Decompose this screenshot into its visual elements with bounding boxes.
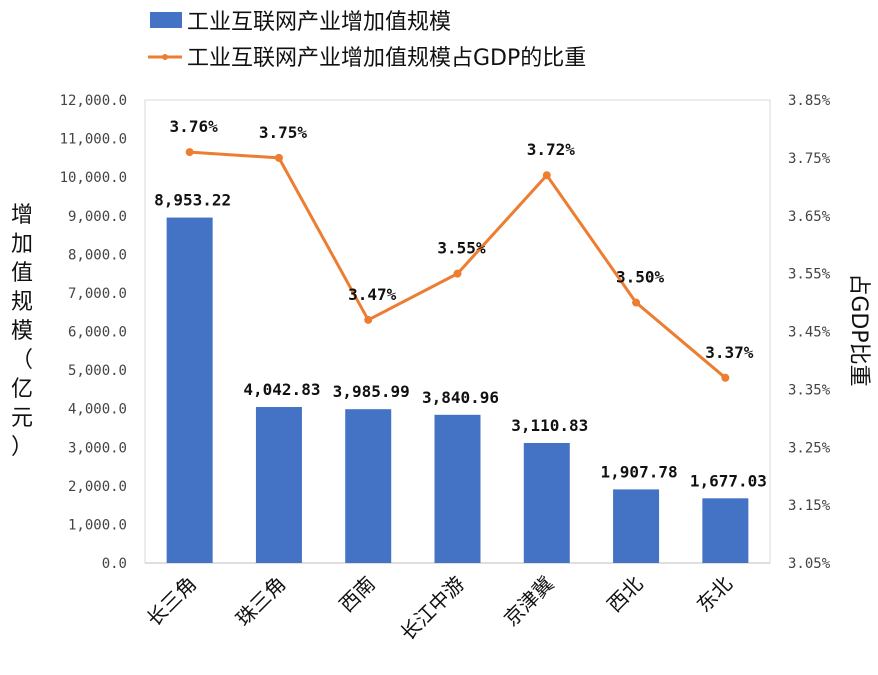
bar <box>345 409 392 563</box>
x-tick-label: 珠三角 <box>231 572 290 631</box>
y2-tick-label: 3.85% <box>788 93 831 109</box>
line-data-label: 3.50% <box>616 268 665 287</box>
bar-data-label: 3,110.83 <box>511 416 588 435</box>
line-point <box>453 269 462 278</box>
y-axis-title-char: 值 <box>11 261 33 286</box>
legend-bar-label: 工业互联网产业增加值规模 <box>187 10 451 35</box>
y2-tick-label: 3.05% <box>788 556 831 572</box>
legend-bar-swatch <box>150 12 182 28</box>
line-point <box>542 171 551 180</box>
line-data-label: 3.72% <box>527 140 576 159</box>
y2-tick-label: 3.35% <box>788 382 831 398</box>
y2-tick-label: 3.55% <box>788 267 831 283</box>
legend-line-marker <box>162 54 168 60</box>
y-tick-label: 12,000.0 <box>60 93 127 109</box>
x-tick-label: 京津冀 <box>499 572 558 631</box>
y2-tick-label: 3.45% <box>788 325 831 341</box>
y-tick-label: 4,000.0 <box>68 402 127 418</box>
y2-tick-label: 3.65% <box>788 209 831 225</box>
y-axis-title-char: （ <box>11 348 33 373</box>
bar <box>613 489 660 563</box>
y-tick-label: 3,000.0 <box>68 440 127 456</box>
y-tick-label: 6,000.0 <box>68 325 127 341</box>
y2-axis-title: 占GDP比重 <box>846 273 871 386</box>
line-point <box>632 298 641 307</box>
y-tick-label: 5,000.0 <box>68 363 127 379</box>
bar-data-label: 1,677.03 <box>690 471 767 490</box>
bar-data-label: 4,042.83 <box>243 380 320 399</box>
bar <box>434 414 481 563</box>
bar-data-label: 3,985.99 <box>333 382 410 401</box>
y-axis-title-char: 模 <box>11 319 33 344</box>
line-series <box>189 150 727 379</box>
line-data-label: 3.47% <box>348 285 397 304</box>
line-data-label: 3.37% <box>705 343 754 362</box>
y2-tick-label: 3.15% <box>788 498 831 514</box>
y-tick-label: 0.0 <box>102 556 127 572</box>
y-axis-title-char: 元 <box>11 406 33 431</box>
x-tick-label: 长江中游 <box>395 572 469 646</box>
bar <box>702 498 749 563</box>
line-point <box>274 153 283 162</box>
y-tick-label: 11,000.0 <box>60 132 127 148</box>
y2-tick-label: 3.75% <box>788 151 831 167</box>
y-tick-label: 2,000.0 <box>68 479 127 495</box>
line-point <box>185 148 194 157</box>
x-tick-label: 西南 <box>334 572 379 617</box>
y-tick-label: 7,000.0 <box>68 286 127 302</box>
line-point <box>721 373 730 382</box>
y-tick-label: 10,000.0 <box>60 170 127 186</box>
x-tick-label: 西北 <box>602 572 647 617</box>
bar-data-label: 1,907.78 <box>601 462 678 481</box>
line-data-label: 3.76% <box>170 117 219 136</box>
bar-data-label: 3,840.96 <box>422 388 499 407</box>
line-data-label: 3.75% <box>259 123 308 142</box>
y-tick-label: 8,000.0 <box>68 247 127 263</box>
x-tick-label: 东北 <box>692 572 737 617</box>
y-axis-title-char: 加 <box>11 232 33 257</box>
line-data-label: 3.55% <box>437 239 486 258</box>
y-axis-title-char: 增 <box>11 203 33 228</box>
y2-tick-label: 3.25% <box>788 440 831 456</box>
bar-data-label: 8,953.22 <box>154 191 231 210</box>
y-axis-title-char: ） <box>11 435 33 460</box>
y-axis-title-char: 亿 <box>11 377 33 402</box>
bar <box>166 217 213 563</box>
y-tick-label: 9,000.0 <box>68 209 127 225</box>
y-tick-label: 1,000.0 <box>68 517 127 533</box>
x-tick-label: 长三角 <box>142 572 201 631</box>
y-axis-title-char: 规 <box>11 290 33 315</box>
line-point <box>364 315 373 324</box>
bar <box>255 407 302 563</box>
legend-line-label: 工业互联网产业增加值规模占GDP的比重 <box>187 46 586 71</box>
bar <box>523 442 570 563</box>
